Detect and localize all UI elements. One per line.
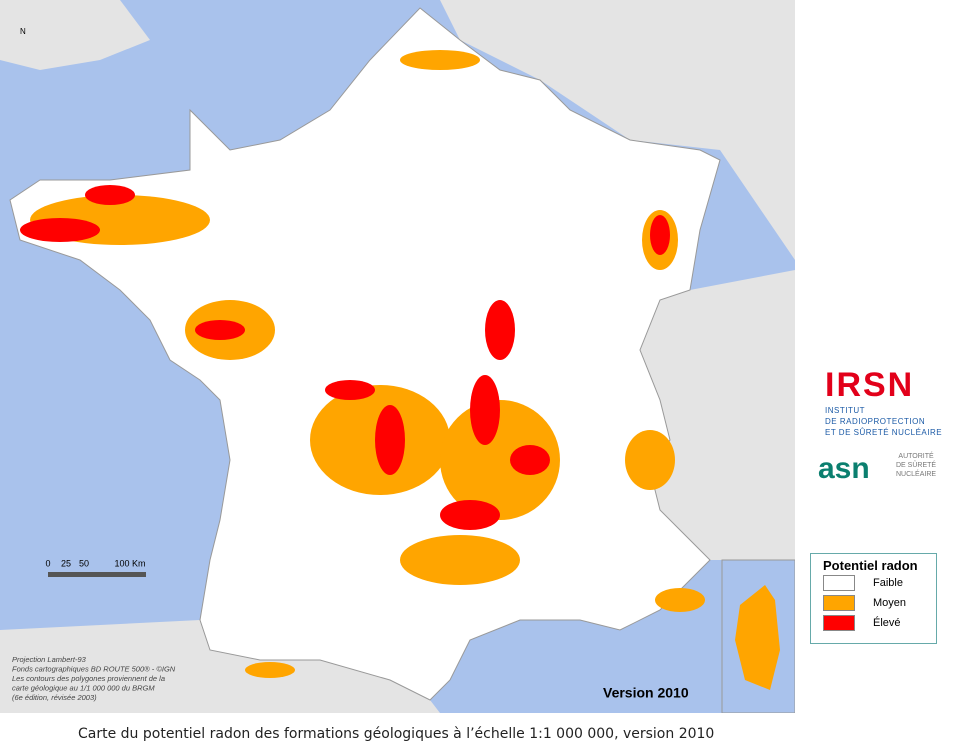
caption: Carte du potentiel radon des formations … <box>78 726 715 742</box>
scale-label: 0 <box>45 558 50 568</box>
note-line: (6e édition, révisée 2003) <box>12 693 97 702</box>
asn-line: DE SÛRETÉ <box>896 462 937 469</box>
scale-bar: 0 25 50 100 Km <box>45 558 146 577</box>
legend-label: Moyen <box>873 597 907 609</box>
note-line: Fonds cartographiques BD ROUTE 500® - ©I… <box>12 664 176 673</box>
neighbours-e <box>640 270 795 560</box>
asn-name: asn <box>818 452 870 485</box>
france <box>9 7 721 701</box>
irsn-name: IRSN <box>825 366 915 404</box>
note-line: carte géologique au 1/1 000 000 du BRGM <box>12 683 155 692</box>
north-arrow: N <box>20 27 26 36</box>
asn-line: NUCLÉAIRE <box>896 471 937 478</box>
scale-label: 50 <box>79 558 89 568</box>
irsn-line: ET DE SÛRETÉ NUCLÉAIRE <box>825 428 943 437</box>
legend-label: Élevé <box>873 617 901 629</box>
scale-label: 25 <box>61 558 71 568</box>
asn-line: AUTORITÉ <box>898 453 934 460</box>
asn-lines: AUTORITÉ DE SÛRETÉ NUCLÉAIRE <box>896 452 936 479</box>
map: N 0 25 50 100 Km Projection Lambert-93Fonds… <box>0 0 795 713</box>
irsn-line: DE RADIOPROTECTION <box>825 417 926 426</box>
note-line: Les contours des polygones proviennent d… <box>12 674 165 683</box>
spain <box>0 620 440 713</box>
irsn-logo: IRSN INSTITUT DE RADIOPROTECTION ET DE SÛR… <box>825 366 942 438</box>
legend-items: Faible Moyen Élevé <box>811 573 936 633</box>
legend-item: Moyen <box>823 593 936 613</box>
legend-swatch <box>823 595 855 611</box>
corsica <box>735 585 780 690</box>
legend-title: Potentiel radon <box>823 558 918 573</box>
legend-item: Faible <box>823 573 936 593</box>
legend-label: Faible <box>873 577 903 589</box>
legend-item: Élevé <box>823 613 936 633</box>
note-line: Projection Lambert-93 <box>12 655 87 664</box>
legend: Potentiel radon Faible Moyen Élevé <box>810 553 937 644</box>
irsn-line: INSTITUT <box>825 406 865 415</box>
version: Version 2010 <box>603 685 689 701</box>
legend-swatch <box>823 575 855 591</box>
uk <box>0 0 150 70</box>
legend-swatch <box>823 615 855 631</box>
irsn-lines: INSTITUT DE RADIOPROTECTION ET DE SÛRETÉ N… <box>825 405 942 438</box>
scale-label: 100 Km <box>114 558 145 568</box>
asn-logo: asn AUTORITÉ DE SÛRETÉ NUCLÉAIRE <box>818 452 936 486</box>
neighbours-ne <box>440 0 795 260</box>
